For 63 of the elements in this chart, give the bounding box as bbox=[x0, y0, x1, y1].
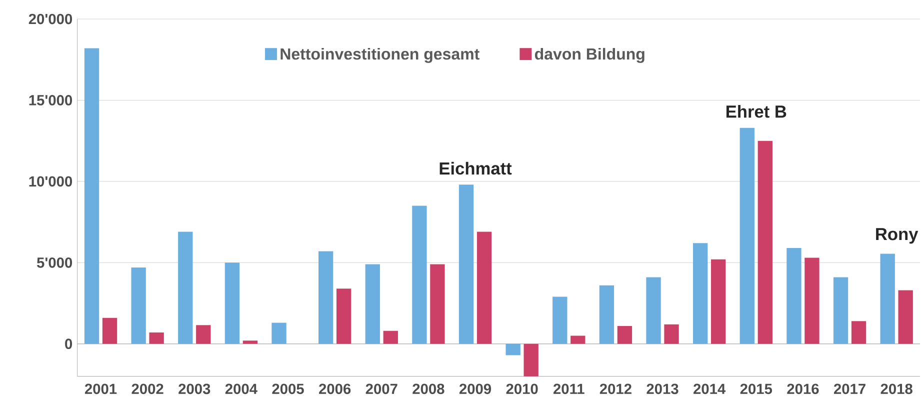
bar bbox=[336, 288, 352, 344]
y-tick-label: 15'000 bbox=[29, 95, 72, 106]
bar bbox=[458, 184, 474, 344]
bar bbox=[430, 264, 445, 344]
x-tick-label: 2004 bbox=[225, 384, 258, 394]
x-tick-label: 2018 bbox=[880, 384, 912, 394]
x-tick-label: 2003 bbox=[178, 384, 210, 394]
bar bbox=[786, 248, 802, 344]
bar bbox=[131, 268, 146, 344]
bar bbox=[149, 332, 164, 344]
x-tick-label: 2008 bbox=[412, 384, 444, 394]
x-tick-label: 2013 bbox=[646, 384, 678, 394]
bar bbox=[242, 340, 258, 344]
bar bbox=[740, 128, 754, 344]
x-tick-label: 2007 bbox=[366, 384, 398, 394]
bar bbox=[178, 232, 193, 344]
y-tick-label: 10'000 bbox=[29, 176, 72, 187]
bar bbox=[880, 254, 895, 344]
x-tick-label: 2012 bbox=[600, 384, 632, 394]
bar bbox=[318, 251, 334, 344]
bar bbox=[617, 326, 632, 344]
bar bbox=[758, 140, 772, 344]
bar bbox=[552, 296, 568, 344]
bar bbox=[570, 336, 586, 344]
bar bbox=[524, 344, 538, 376]
bar bbox=[898, 290, 913, 344]
bar bbox=[599, 285, 614, 344]
bar bbox=[412, 206, 427, 344]
x-tick-label: 2016 bbox=[787, 384, 819, 394]
bar bbox=[506, 344, 520, 356]
y-tick-label: 5'000 bbox=[36, 257, 72, 268]
y-tick-label: 0 bbox=[65, 338, 72, 350]
bar bbox=[476, 232, 492, 344]
annotation: Eichmatt bbox=[440, 162, 512, 175]
x-tick-label: 2011 bbox=[553, 384, 584, 394]
x-tick-label: 2006 bbox=[319, 384, 351, 394]
bar bbox=[196, 325, 211, 344]
x-tick-label: 2014 bbox=[694, 384, 726, 394]
bar bbox=[224, 262, 240, 344]
bar bbox=[102, 318, 118, 344]
x-tick-label: 2010 bbox=[506, 384, 538, 394]
x-tick-label: 2017 bbox=[834, 384, 866, 394]
x-tick-label: 2005 bbox=[272, 384, 304, 394]
legend-label: davon Bildung bbox=[534, 48, 644, 63]
bar bbox=[693, 243, 708, 344]
bar bbox=[84, 48, 100, 344]
bar bbox=[804, 258, 820, 344]
annotation: Rony bbox=[876, 228, 918, 244]
x-tick-label: 2002 bbox=[132, 384, 164, 394]
bar bbox=[664, 324, 679, 344]
x-tick-label: 2001 bbox=[84, 384, 117, 394]
bar bbox=[272, 322, 286, 344]
y-tick-label: 20'000 bbox=[28, 14, 72, 24]
bar bbox=[365, 264, 380, 344]
bar bbox=[383, 330, 398, 344]
bar bbox=[710, 259, 726, 344]
bar bbox=[851, 321, 866, 344]
x-tick-label: 2015 bbox=[740, 384, 772, 394]
legend-label: Nettoinvestitionen gesamt bbox=[280, 48, 480, 63]
bar bbox=[646, 277, 661, 344]
annotation: Ehret B bbox=[726, 105, 786, 118]
bar bbox=[833, 277, 848, 344]
x-tick-label: 2009 bbox=[459, 384, 492, 394]
